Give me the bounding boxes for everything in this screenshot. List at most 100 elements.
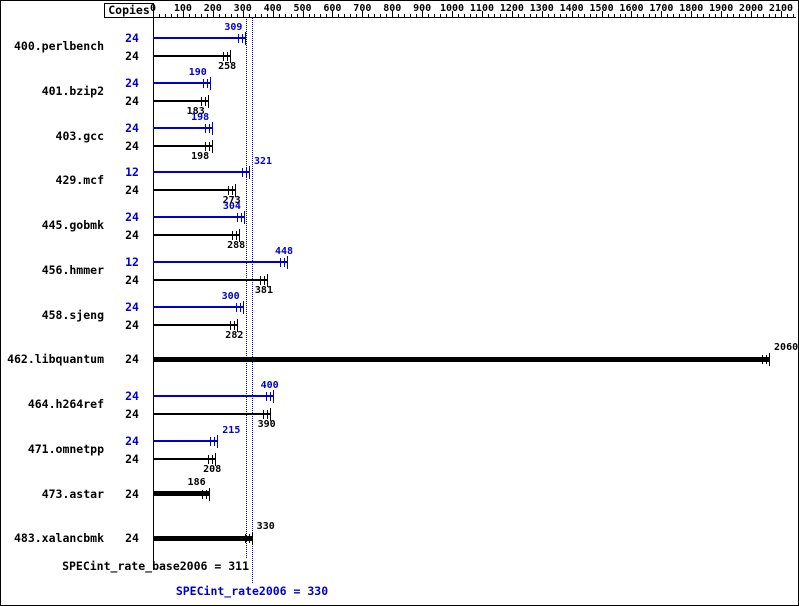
benchmark-label: 403.gcc [55,128,104,143]
axis-tick-label: 1600 [619,3,644,14]
result-bar [153,99,208,102]
run-tick [214,436,216,446]
copies-value: 24 [125,272,139,287]
copies-value: 24 [125,451,139,466]
axis-tick-label: 1200 [499,3,524,14]
axis-minor-tick [757,14,759,17]
run-tick [762,355,764,365]
run-tick [238,34,240,43]
bar-end-cap [248,166,250,180]
axis-minor-tick [398,14,400,17]
result-bar [153,37,246,39]
axis-major-tick [212,11,214,17]
run-tick [248,534,250,544]
axis-minor-tick [386,14,388,17]
benchmark-label: 464.h264ref [27,397,104,412]
axis-tick-label: 1100 [469,3,494,14]
value-label: 448 [274,245,293,257]
copies-value: 12 [125,165,139,180]
axis-minor-tick [458,14,460,17]
axis-minor-tick [344,14,346,17]
axis-major-tick [601,11,603,17]
axis-tick-label: 100 [173,3,192,14]
result-bar [153,491,209,497]
axis-minor-tick [583,14,585,17]
axis-minor-tick [547,14,549,17]
axis-minor-tick [553,14,555,17]
axis-minor-tick [559,14,561,17]
axis-minor-tick [164,14,166,17]
bar-end-cap [251,532,253,546]
run-tick [279,257,281,267]
axis-minor-tick [535,14,537,17]
bar-end-cap [207,94,209,108]
bar-end-cap [237,318,239,332]
copies-value: 24 [125,75,139,90]
run-tick [227,52,229,61]
axis-minor-tick [338,14,340,17]
value-label: 288 [227,240,246,252]
bar-end-cap [769,353,771,367]
bar-end-cap [243,211,245,225]
bar-end-cap [234,184,236,198]
axis-tick-label: 400 [263,3,282,14]
axis-minor-tick [679,14,681,17]
bar-end-cap [230,50,232,63]
bar-end-cap [269,408,271,422]
axis-minor-tick [643,14,645,17]
copies-value: 12 [125,254,139,269]
y-axis-line [153,17,154,561]
axis-minor-tick [595,14,597,17]
value-label: 330 [256,521,275,533]
copies-value: 24 [125,31,139,45]
result-bar [153,356,770,362]
axis-minor-tick [727,14,729,17]
axis-minor-tick [326,14,328,17]
run-tick [205,489,207,499]
run-tick [245,168,247,178]
axis-major-tick [332,11,334,17]
value-label: 258 [218,61,237,72]
result-bar [153,81,210,84]
axis-minor-tick [446,14,448,17]
benchmark-label: 400.perlbench [13,39,104,53]
axis-major-tick [392,11,394,17]
benchmark-label: 462.libquantum [7,352,104,367]
axis-minor-tick [763,14,765,17]
axis-minor-tick [715,14,717,17]
axis-minor-tick [428,14,430,17]
run-tick [205,141,207,151]
axis-tick-label: 300 [233,3,252,14]
value-label: 198 [191,150,210,162]
copies-value: 24 [125,183,139,198]
axis-major-tick [721,11,723,17]
axis-major-tick [272,11,274,17]
result-bar [153,260,287,263]
axis-tick-label: 1900 [709,3,734,14]
run-tick [236,231,238,241]
axis-minor-tick [416,14,418,17]
result-bar [153,535,252,541]
copies-value: 24 [125,228,139,243]
benchmark-label: 458.sjeng [41,307,104,322]
result-bar [153,189,235,192]
value-label: 183 [186,105,205,117]
bar-end-cap [212,139,214,153]
axis-major-tick [511,11,513,17]
axis-minor-tick [230,14,232,17]
axis-tick-label: 700 [353,3,372,14]
run-tick [201,489,203,499]
axis-tick-label: 600 [323,3,342,14]
axis-minor-tick [434,14,436,17]
axis-tick-label: 900 [413,3,432,14]
axis-minor-tick [158,14,160,17]
copies-value: 24 [125,317,139,332]
axis-minor-tick [673,14,675,17]
run-tick [202,78,204,88]
axis-minor-tick [356,14,358,17]
axis-major-tick [661,11,663,17]
copies-value: 24 [125,486,139,501]
run-tick [235,302,237,312]
axis-tick-label: 1000 [440,3,465,14]
run-tick [259,275,261,285]
